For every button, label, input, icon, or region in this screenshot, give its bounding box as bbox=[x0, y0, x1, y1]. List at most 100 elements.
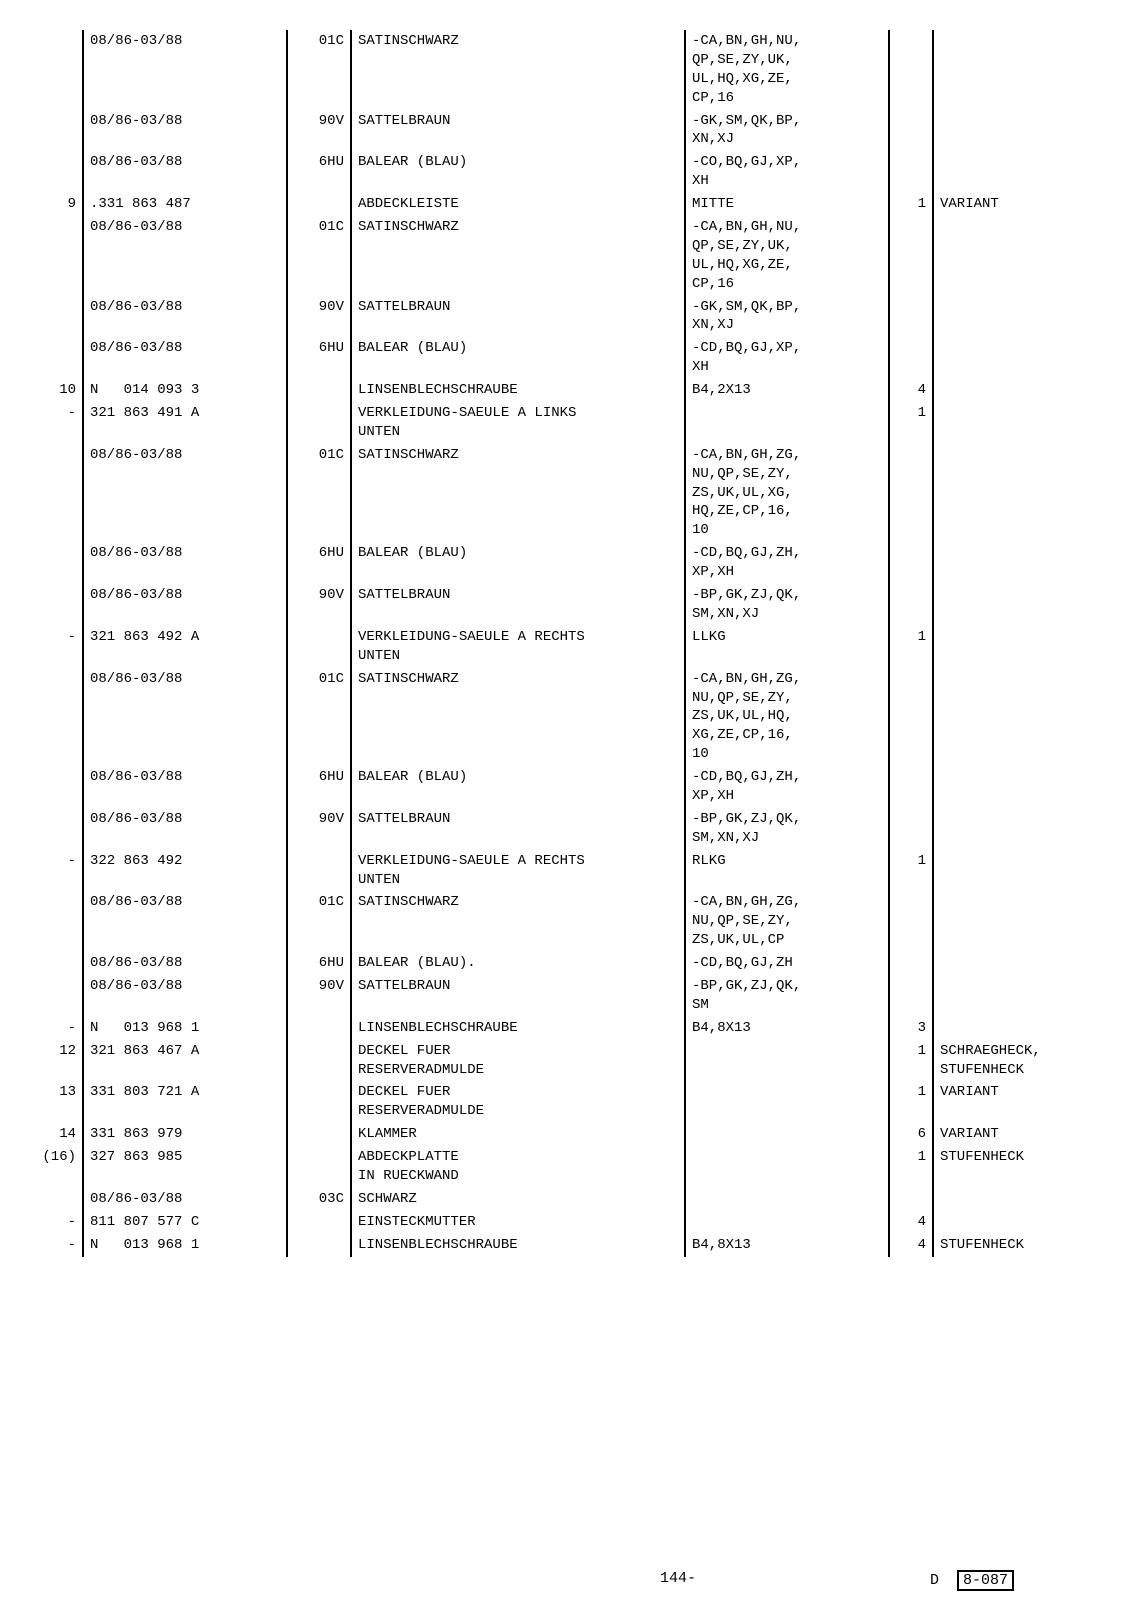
code-cell: 90V bbox=[287, 975, 351, 1017]
table-row: 08/86-03/886HUBALEAR (BLAU).-CD,BQ,GJ,ZH bbox=[30, 952, 1096, 975]
remark-cell bbox=[933, 151, 1096, 193]
desc-cell: ABDECKPLATTE IN RUECKWAND bbox=[351, 1146, 685, 1188]
table-row: -321 863 492 AVERKLEIDUNG-SAEULE A RECHT… bbox=[30, 626, 1096, 668]
idx-cell bbox=[30, 216, 83, 296]
notes-cell: -BP,GK,ZJ,QK, SM,XN,XJ bbox=[685, 808, 889, 850]
idx-cell: (16) bbox=[30, 1146, 83, 1188]
notes-cell bbox=[685, 1146, 889, 1188]
remark-cell: STUFENHECK bbox=[933, 1146, 1096, 1188]
desc-cell: BALEAR (BLAU) bbox=[351, 766, 685, 808]
remark-cell bbox=[933, 542, 1096, 584]
remark-cell: VARIANT bbox=[933, 1123, 1096, 1146]
part-cell: N 013 968 1 bbox=[83, 1017, 287, 1040]
remark-cell bbox=[933, 975, 1096, 1017]
table-row: 13331 803 721 ADECKEL FUER RESERVERADMUL… bbox=[30, 1081, 1096, 1123]
notes-cell: B4,8X13 bbox=[685, 1234, 889, 1257]
qty-cell: 6 bbox=[889, 1123, 933, 1146]
table-row: 08/86-03/8801CSATINSCHWARZ-CA,BN,GH,ZG, … bbox=[30, 668, 1096, 766]
desc-cell: SATTELBRAUN bbox=[351, 110, 685, 152]
notes-cell: -CD,BQ,GJ,ZH bbox=[685, 952, 889, 975]
remark-cell bbox=[933, 444, 1096, 542]
qty-cell: 1 bbox=[889, 193, 933, 216]
idx-cell bbox=[30, 542, 83, 584]
remark-cell: VARIANT bbox=[933, 1081, 1096, 1123]
qty-cell bbox=[889, 444, 933, 542]
desc-cell: BALEAR (BLAU) bbox=[351, 542, 685, 584]
table-row: 08/86-03/8890VSATTELBRAUN-BP,GK,ZJ,QK, S… bbox=[30, 808, 1096, 850]
idx-cell: 12 bbox=[30, 1040, 83, 1082]
code-cell: 6HU bbox=[287, 766, 351, 808]
part-cell: 331 803 721 A bbox=[83, 1081, 287, 1123]
qty-cell bbox=[889, 216, 933, 296]
desc-cell: VERKLEIDUNG-SAEULE A RECHTS UNTEN bbox=[351, 626, 685, 668]
remark-cell: SCHRAEGHECK, STUFENHECK bbox=[933, 1040, 1096, 1082]
notes-cell: -CA,BN,GH,ZG, NU,QP,SE,ZY, ZS,UK,UL,XG, … bbox=[685, 444, 889, 542]
remark-cell bbox=[933, 850, 1096, 892]
idx-cell: 14 bbox=[30, 1123, 83, 1146]
part-cell: N 014 093 3 bbox=[83, 379, 287, 402]
part-cell: 327 863 985 bbox=[83, 1146, 287, 1188]
notes-cell: -CA,BN,GH,NU, QP,SE,ZY,UK, UL,HQ,XG,ZE, … bbox=[685, 30, 889, 110]
qty-cell bbox=[889, 808, 933, 850]
table-row: 08/86-03/8890VSATTELBRAUN-GK,SM,QK,BP, X… bbox=[30, 296, 1096, 338]
idx-cell: - bbox=[30, 1234, 83, 1257]
desc-cell: SATINSCHWARZ bbox=[351, 216, 685, 296]
idx-cell: - bbox=[30, 402, 83, 444]
desc-cell: BALEAR (BLAU) bbox=[351, 151, 685, 193]
notes-cell: -CD,BQ,GJ,XP, XH bbox=[685, 337, 889, 379]
part-cell: 08/86-03/88 bbox=[83, 952, 287, 975]
code-cell: 90V bbox=[287, 110, 351, 152]
parts-body: 08/86-03/8801CSATINSCHWARZ-CA,BN,GH,NU, … bbox=[30, 30, 1096, 1257]
desc-cell: DECKEL FUER RESERVERADMULDE bbox=[351, 1040, 685, 1082]
idx-cell bbox=[30, 668, 83, 766]
remark-cell bbox=[933, 584, 1096, 626]
code-cell: 6HU bbox=[287, 337, 351, 379]
qty-cell bbox=[889, 296, 933, 338]
idx-cell bbox=[30, 30, 83, 110]
table-row: 10N 014 093 3LINSENBLECHSCHRAUBEB4,2X134 bbox=[30, 379, 1096, 402]
notes-cell: -CA,BN,GH,ZG, NU,QP,SE,ZY, ZS,UK,UL,CP bbox=[685, 891, 889, 952]
desc-cell: SATTELBRAUN bbox=[351, 584, 685, 626]
desc-cell: DECKEL FUER RESERVERADMULDE bbox=[351, 1081, 685, 1123]
page: 08/86-03/8801CSATINSCHWARZ-CA,BN,GH,NU, … bbox=[0, 0, 1123, 1600]
idx-cell: - bbox=[30, 1211, 83, 1234]
part-cell: 08/86-03/88 bbox=[83, 216, 287, 296]
desc-cell: SCHWARZ bbox=[351, 1188, 685, 1211]
idx-cell bbox=[30, 975, 83, 1017]
notes-cell: -CA,BN,GH,NU, QP,SE,ZY,UK, UL,HQ,XG,ZE, … bbox=[685, 216, 889, 296]
remark-cell bbox=[933, 952, 1096, 975]
table-row: -321 863 491 AVERKLEIDUNG-SAEULE A LINKS… bbox=[30, 402, 1096, 444]
table-row: 08/86-03/886HUBALEAR (BLAU)-CD,BQ,GJ,XP,… bbox=[30, 337, 1096, 379]
notes-cell: -CD,BQ,GJ,ZH, XP,XH bbox=[685, 766, 889, 808]
qty-cell bbox=[889, 30, 933, 110]
desc-cell: EINSTECKMUTTER bbox=[351, 1211, 685, 1234]
remark-cell bbox=[933, 808, 1096, 850]
table-row: 08/86-03/8801CSATINSCHWARZ-CA,BN,GH,ZG, … bbox=[30, 891, 1096, 952]
remark-cell bbox=[933, 1017, 1096, 1040]
notes-cell: -BP,GK,ZJ,QK, SM,XN,XJ bbox=[685, 584, 889, 626]
table-row: -N 013 968 1LINSENBLECHSCHRAUBEB4,8X134S… bbox=[30, 1234, 1096, 1257]
code-cell: 01C bbox=[287, 216, 351, 296]
idx-cell bbox=[30, 952, 83, 975]
table-row: 08/86-03/8803CSCHWARZ bbox=[30, 1188, 1096, 1211]
idx-cell bbox=[30, 808, 83, 850]
part-cell: 08/86-03/88 bbox=[83, 584, 287, 626]
code-cell: 01C bbox=[287, 891, 351, 952]
idx-cell: - bbox=[30, 626, 83, 668]
notes-cell: B4,8X13 bbox=[685, 1017, 889, 1040]
desc-cell: SATINSCHWARZ bbox=[351, 444, 685, 542]
remark-cell bbox=[933, 110, 1096, 152]
notes-cell: -CO,BQ,GJ,XP, XH bbox=[685, 151, 889, 193]
table-row: 08/86-03/886HUBALEAR (BLAU)-CD,BQ,GJ,ZH,… bbox=[30, 542, 1096, 584]
remark-cell bbox=[933, 1211, 1096, 1234]
qty-cell: 4 bbox=[889, 1211, 933, 1234]
code-cell bbox=[287, 1146, 351, 1188]
qty-cell: 1 bbox=[889, 850, 933, 892]
notes-cell: MITTE bbox=[685, 193, 889, 216]
part-cell: 321 863 467 A bbox=[83, 1040, 287, 1082]
notes-cell: LLKG bbox=[685, 626, 889, 668]
remark-cell bbox=[933, 296, 1096, 338]
part-cell: 08/86-03/88 bbox=[83, 296, 287, 338]
idx-cell bbox=[30, 584, 83, 626]
part-cell: 08/86-03/88 bbox=[83, 766, 287, 808]
